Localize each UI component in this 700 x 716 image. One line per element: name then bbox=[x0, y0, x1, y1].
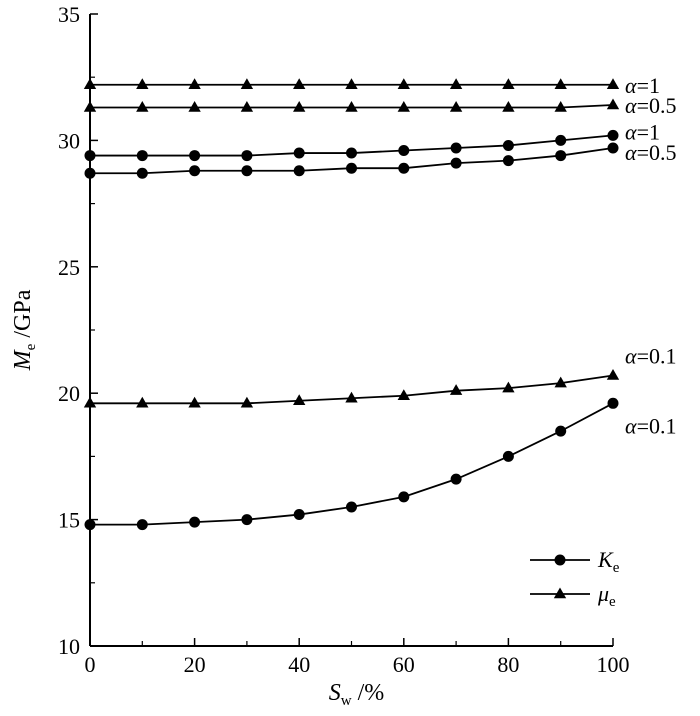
data-point bbox=[188, 396, 201, 408]
data-point bbox=[293, 509, 305, 521]
data-point bbox=[398, 162, 410, 174]
data-point bbox=[555, 134, 567, 146]
legend: Ke μe bbox=[530, 547, 620, 610]
data-point bbox=[84, 150, 96, 162]
x-tick-label: 60 bbox=[393, 652, 415, 677]
data-point bbox=[293, 394, 306, 406]
series-Ke-2 bbox=[84, 129, 619, 162]
data-point bbox=[502, 381, 515, 393]
data-point bbox=[136, 101, 149, 112]
data-point bbox=[189, 516, 201, 528]
data-point bbox=[188, 101, 201, 112]
data-point bbox=[241, 514, 253, 526]
data-point bbox=[84, 519, 96, 531]
data-point bbox=[240, 78, 254, 90]
data-point bbox=[397, 389, 410, 400]
data-point bbox=[136, 167, 148, 179]
data-point bbox=[450, 473, 462, 485]
y-axis-title: Me /GPa bbox=[10, 289, 39, 371]
data-point bbox=[502, 155, 514, 167]
data-point bbox=[83, 78, 97, 90]
series-annotation: α=0.1 bbox=[625, 413, 676, 438]
data-point bbox=[293, 78, 306, 90]
series-annotation: α=1 bbox=[625, 119, 660, 144]
data-point bbox=[555, 150, 567, 162]
data-point bbox=[136, 78, 149, 90]
data-point bbox=[83, 101, 97, 112]
legend-marker bbox=[554, 554, 566, 566]
series-Ke-3 bbox=[84, 142, 619, 179]
series-mue-4 bbox=[83, 369, 620, 408]
data-point bbox=[345, 101, 358, 112]
legend-marker bbox=[553, 587, 567, 599]
x-tick-label: 100 bbox=[597, 652, 630, 677]
data-point bbox=[346, 501, 357, 513]
data-point bbox=[83, 396, 97, 408]
y-tick-label: 10 bbox=[58, 634, 80, 659]
y-tick-label: 15 bbox=[58, 508, 80, 533]
y-tick-label: 25 bbox=[58, 255, 80, 280]
series-mue-0 bbox=[83, 78, 620, 90]
data-point bbox=[449, 384, 463, 395]
data-point bbox=[555, 425, 567, 437]
data-point bbox=[241, 165, 253, 177]
legend-label: μe bbox=[597, 581, 616, 610]
data-point bbox=[554, 376, 567, 388]
data-point bbox=[449, 101, 463, 112]
data-point bbox=[607, 397, 619, 409]
data-point bbox=[189, 150, 201, 162]
data-point bbox=[241, 150, 253, 162]
data-point bbox=[136, 396, 149, 408]
data-point bbox=[607, 129, 619, 141]
data-point bbox=[397, 78, 410, 90]
data-point bbox=[554, 78, 567, 90]
x-tick-label: 80 bbox=[497, 652, 519, 677]
data-point bbox=[293, 165, 305, 177]
series-Ke-5 bbox=[84, 397, 619, 531]
data-point bbox=[188, 78, 201, 90]
data-point bbox=[502, 101, 515, 112]
series-annotation: α=1 bbox=[625, 73, 660, 98]
series-annotation: α=0.1 bbox=[625, 344, 676, 369]
data-point bbox=[189, 165, 201, 177]
data-point bbox=[345, 391, 358, 403]
data-point bbox=[240, 101, 254, 112]
data-point bbox=[606, 78, 620, 90]
data-point bbox=[346, 162, 357, 174]
data-point bbox=[397, 101, 410, 112]
data-point bbox=[398, 145, 410, 157]
data-point bbox=[450, 142, 462, 154]
series-annotation: α=0.5 bbox=[625, 93, 676, 118]
data-point bbox=[136, 519, 148, 531]
data-point bbox=[398, 491, 410, 503]
data-point bbox=[293, 147, 305, 159]
data-point bbox=[345, 78, 358, 90]
data-point bbox=[502, 78, 515, 90]
data-point bbox=[607, 142, 619, 154]
data-point bbox=[450, 157, 462, 169]
data-point bbox=[502, 450, 514, 462]
y-tick-label: 30 bbox=[58, 128, 80, 153]
data-point bbox=[502, 139, 514, 151]
data-point bbox=[606, 98, 620, 110]
x-tick-label: 0 bbox=[85, 652, 96, 677]
data-point bbox=[84, 167, 96, 179]
y-tick-label: 20 bbox=[58, 381, 80, 406]
y-tick-label: 35 bbox=[58, 2, 80, 27]
data-point bbox=[240, 396, 254, 408]
data-point bbox=[554, 101, 567, 112]
series-annotation: α=0.5 bbox=[625, 140, 676, 165]
x-tick-label: 20 bbox=[184, 652, 206, 677]
x-tick-label: 40 bbox=[288, 652, 310, 677]
x-axis-title: Sw /% bbox=[329, 680, 385, 709]
data-point bbox=[606, 369, 620, 380]
legend-label: Ke bbox=[597, 547, 620, 576]
data-point bbox=[449, 78, 463, 90]
series-mue-1 bbox=[83, 98, 620, 112]
data-point bbox=[293, 101, 306, 112]
data-point bbox=[136, 150, 148, 162]
data-point bbox=[346, 147, 357, 159]
